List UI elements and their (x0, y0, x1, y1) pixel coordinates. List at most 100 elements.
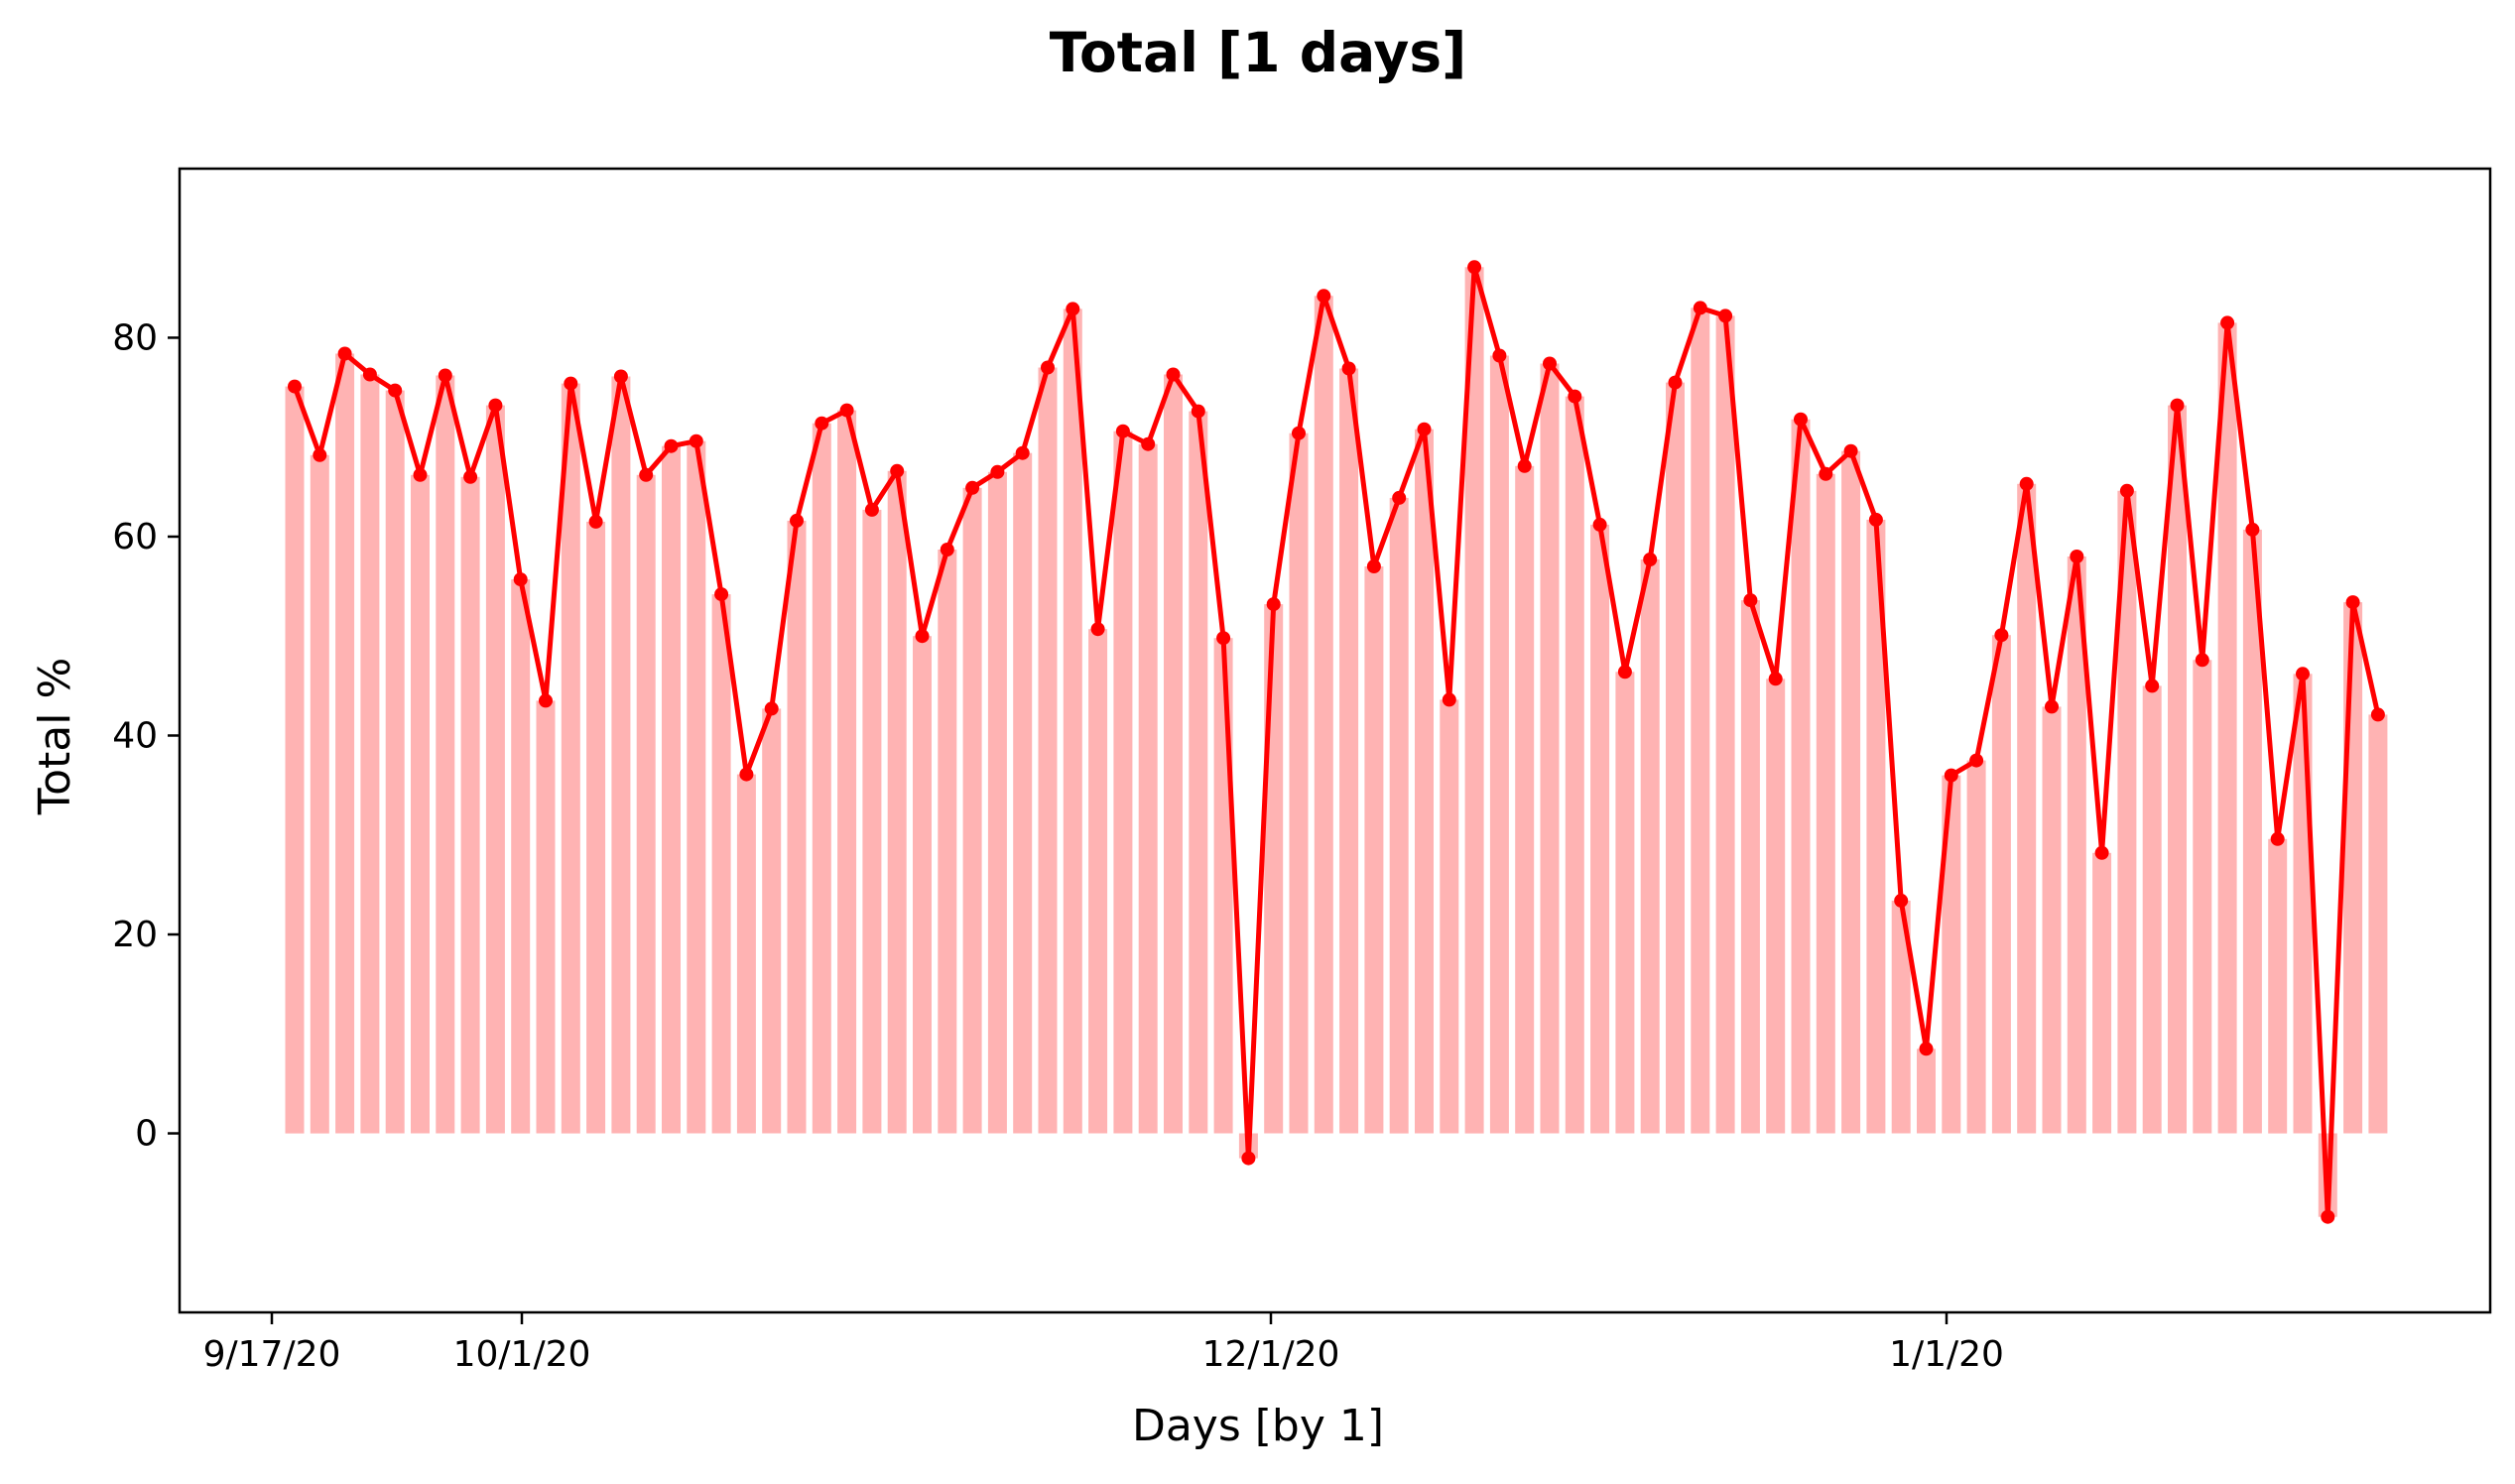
bar (1565, 396, 1584, 1134)
data-point (1492, 348, 1507, 363)
data-point (1366, 559, 1381, 573)
bar (1966, 760, 1986, 1134)
data-point (639, 467, 654, 482)
data-point (1317, 289, 1331, 304)
bar (938, 550, 957, 1134)
data-point (2119, 483, 2134, 498)
bar (2042, 706, 2062, 1134)
x-tick-label: 9/17/20 (203, 1334, 341, 1375)
data-point (337, 346, 352, 361)
data-point (2321, 1209, 2335, 1224)
data-point (1944, 768, 1958, 783)
bar (987, 471, 1007, 1134)
data-point (1241, 1151, 1256, 1166)
y-tick-label: 80 (112, 317, 158, 358)
bar (310, 454, 329, 1134)
bar (1063, 309, 1082, 1134)
x-tick-label: 12/1/20 (1202, 1334, 1340, 1375)
bar (1189, 411, 1208, 1134)
data-point (2170, 398, 2185, 413)
bar (2293, 674, 2313, 1134)
data-point (488, 398, 503, 413)
data-point (1693, 301, 1707, 315)
data-point (539, 693, 553, 708)
bar (2067, 556, 2086, 1134)
bar (2117, 490, 2137, 1134)
bar (1314, 296, 1333, 1134)
data-point (1392, 490, 1407, 505)
bar (736, 774, 756, 1134)
data-point (2094, 845, 2109, 860)
data-point (413, 467, 428, 482)
data-point (1919, 1042, 1934, 1056)
bar (2242, 529, 2262, 1134)
data-point (1141, 436, 1156, 451)
data-point (1115, 424, 1130, 438)
bar (1264, 604, 1284, 1134)
bar (862, 509, 882, 1134)
data-point (714, 587, 729, 602)
y-tick-label: 40 (112, 715, 158, 756)
data-point (1467, 260, 1482, 275)
bar (1891, 900, 1911, 1134)
bar (2268, 838, 2288, 1134)
data-point (438, 368, 452, 383)
data-point (513, 572, 528, 587)
data-point (1442, 692, 1456, 707)
bar (711, 594, 731, 1134)
bar (1088, 629, 1108, 1134)
data-point (2296, 667, 2310, 681)
bar (1841, 450, 1861, 1134)
bar (1540, 363, 1560, 1134)
bar (485, 405, 505, 1134)
bar (787, 520, 807, 1134)
bar (837, 410, 857, 1134)
bar (1715, 315, 1735, 1134)
bar (561, 383, 580, 1134)
bar (611, 376, 631, 1134)
line-group (292, 264, 2381, 1220)
bar (385, 390, 405, 1134)
data-point (815, 416, 829, 431)
data-point (1868, 512, 1883, 527)
bar (812, 423, 831, 1134)
bar (2017, 483, 2037, 1134)
data-point (2195, 653, 2209, 668)
data-point (588, 514, 603, 529)
data-point (1969, 753, 1984, 768)
data-point (313, 447, 327, 462)
y-axis-label: Total % (30, 658, 80, 816)
bar (1013, 452, 1033, 1134)
bar (2217, 322, 2237, 1134)
bar (1113, 431, 1133, 1134)
y-tick-label: 0 (135, 1114, 158, 1155)
bar (1213, 638, 1233, 1134)
bar (586, 521, 606, 1134)
bar (1489, 355, 1509, 1134)
data-point (2145, 679, 2160, 693)
data-point (1568, 389, 1582, 404)
data-point (1994, 628, 2009, 643)
bar (1991, 635, 2011, 1134)
data-point (362, 367, 377, 382)
data-point (1543, 356, 1557, 371)
bar (2142, 685, 2162, 1134)
data-point (1341, 361, 1356, 376)
bar (887, 470, 907, 1134)
bar (1640, 559, 1660, 1134)
bar (1415, 429, 1434, 1134)
bar (1766, 679, 1786, 1134)
bar (1791, 419, 1811, 1134)
data-point (915, 629, 930, 644)
data-point (1617, 665, 1632, 680)
bar (436, 375, 455, 1134)
data-point (1015, 445, 1030, 460)
bar (2193, 660, 2212, 1134)
data-point (1819, 466, 1833, 481)
x-tick-label: 1/1/20 (1889, 1334, 2004, 1375)
bar (1038, 367, 1058, 1134)
bar (1615, 672, 1635, 1134)
bar (2368, 714, 2388, 1134)
data-point (1216, 631, 1231, 646)
